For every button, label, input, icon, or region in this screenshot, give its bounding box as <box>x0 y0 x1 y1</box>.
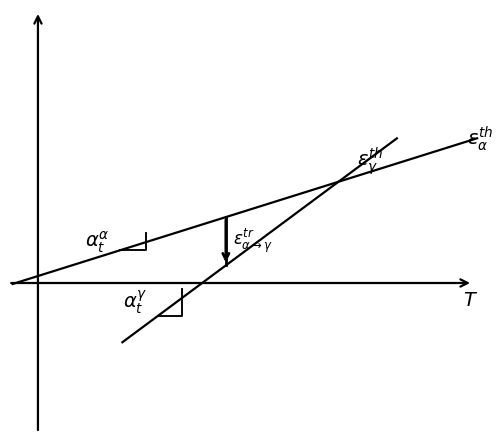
Text: $\varepsilon^{th}_{\alpha}$: $\varepsilon^{th}_{\alpha}$ <box>466 124 493 153</box>
Text: $\varepsilon^{th}_{\gamma}$: $\varepsilon^{th}_{\gamma}$ <box>357 145 384 177</box>
Text: $\varepsilon^{tr}_{\alpha \rightarrow \gamma}$: $\varepsilon^{tr}_{\alpha \rightarrow \g… <box>234 227 274 255</box>
Text: $\alpha^{\gamma}_{t}$: $\alpha^{\gamma}_{t}$ <box>124 289 148 316</box>
Text: $\alpha^{\alpha}_{t}$: $\alpha^{\alpha}_{t}$ <box>85 229 110 254</box>
Text: $T$: $T$ <box>463 292 478 310</box>
